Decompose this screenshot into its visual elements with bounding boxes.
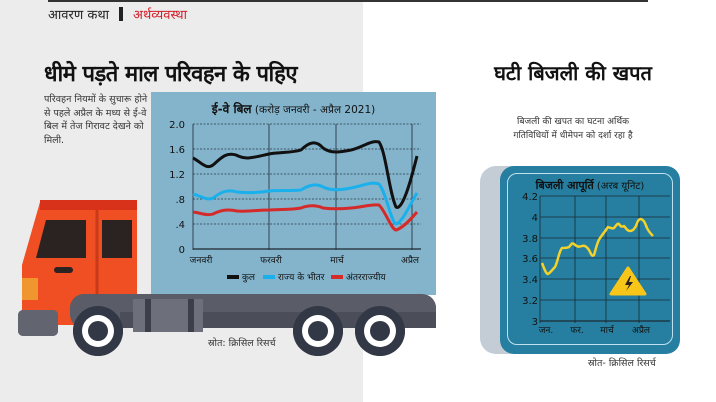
truck-window-side [102,220,132,258]
svg-text:अप्रैल: अप्रैल [401,254,420,266]
svg-text:4: 4 [532,213,538,224]
svg-text:4.2: 4.2 [522,192,538,203]
svg-text:.4: .4 [175,220,185,231]
svg-text:जन.: जन. [539,326,554,336]
breadcrumb: आवरण कथा अर्थव्यवस्था [48,5,187,23]
svg-text:.8: .8 [175,195,185,206]
svg-text:1.2: 1.2 [169,170,185,181]
truck-chassis-front [18,294,436,356]
right-source: स्रोत- क्रिसिल रिसर्च [588,358,656,369]
right-description: बिजली की खपत का घटना अर्थिक गतिविधियों म… [513,117,633,141]
svg-text:कुल: कुल [242,273,256,283]
series-intra-line [192,181,419,226]
svg-text:1.6: 1.6 [169,145,185,156]
power-plot: 4.2 4 3.8 3.6 3.4 3.2 3 जन. फर. मार्च अप… [522,192,670,336]
svg-text:3.6: 3.6 [522,254,538,265]
legend-intra: राज्य के भीतर [263,271,325,283]
svg-text:3.4: 3.4 [522,275,538,286]
svg-text:मार्च: मार्च [600,324,614,336]
svg-text:जनवरी: जनवरी [190,254,213,266]
power-chart-title: बिजली आपूर्ति (अरब यूनिट) [535,179,645,192]
right-headline: घटी बिजली की खपत [494,61,652,85]
legend-total: कुल [227,273,256,283]
eway-bill-chart: ई-वे बिल (करोड़ जनवरी - अप्रैल 2021) 2.0… [151,92,436,295]
svg-text:अंतरराज्यीय: अंतरराज्यीय [346,271,386,283]
eway-x-axis: जनवरी फरवरी मार्च अप्रैल [190,254,420,266]
svg-text:3: 3 [532,317,538,328]
power-supply-chart [500,166,680,354]
svg-text:राज्य के भीतर: राज्य के भीतर [278,271,325,283]
svg-text:अप्रैल: अप्रैल [632,324,651,336]
svg-text:3.2: 3.2 [522,296,538,307]
truck-headlight [22,278,38,300]
svg-text:2.0: 2.0 [169,120,185,131]
power-y-axis: 4.2 4 3.8 3.6 3.4 3.2 3 [522,192,538,328]
series-inter-line [192,203,419,232]
svg-text:0: 0 [179,245,185,256]
left-source: स्रोत: क्रिसिल रिसर्च [208,338,276,349]
electric-warning-icon [609,266,647,296]
power-x-axis: जन. फर. मार्च अप्रैल [539,324,651,336]
eway-chart-title: ई-वे बिल (करोड़ जनवरी - अप्रैल 2021) [211,102,376,116]
power-supply-line [540,217,654,276]
eway-plot: 2.0 1.6 1.2 .8 .4 0 जनवरी फरवरी मार्च अप… [169,120,421,283]
svg-text:मार्च: मार्च [330,254,344,266]
eway-y-axis: 2.0 1.6 1.2 .8 .4 0 [169,120,185,256]
power-chart-frame [507,173,673,345]
left-description: परिवहन नियमों के सुचारू होने से पहले अप्… [44,94,148,146]
truck-window-front [36,220,86,258]
left-headline: धीमे पड़ते माल परिवहन के पहिए [44,62,298,87]
svg-text:फर.: फर. [570,326,583,336]
legend-inter: अंतरराज्यीय [331,271,386,283]
svg-text:3.8: 3.8 [522,234,538,245]
section-label[interactable]: आवरण कथा [48,8,110,23]
svg-text:फरवरी: फरवरी [260,254,282,266]
breadcrumb-divider [119,7,124,21]
power-gridlines [539,195,670,323]
eway-legend: कुल राज्य के भीतर अंतरराज्यीय [227,271,386,283]
truck-door-handle [54,267,73,273]
top-rule [48,0,648,2]
series-total-line [192,140,419,209]
subsection-label[interactable]: अर्थव्यवस्था [133,8,187,23]
